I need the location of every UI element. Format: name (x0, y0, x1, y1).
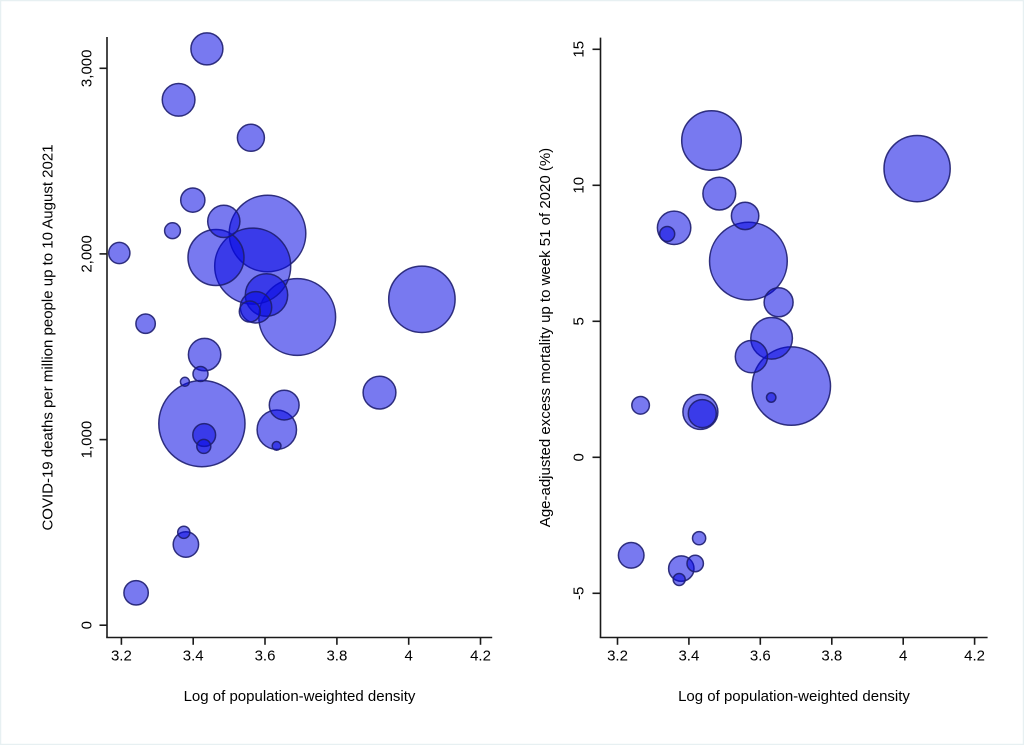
svg-text:Age-adjusted excess mortality: Age-adjusted excess mortality up to week… (537, 148, 554, 527)
svg-text:Log of population-weighted den: Log of population-weighted density (184, 688, 416, 705)
svg-text:COVID-19 deaths per million pe: COVID-19 deaths per million people up to… (39, 144, 56, 530)
svg-text:Log of population-weighted den: Log of population-weighted density (678, 688, 910, 705)
svg-text:3.8: 3.8 (326, 648, 347, 665)
svg-text:3.4: 3.4 (183, 648, 204, 665)
svg-text:1,000: 1,000 (78, 421, 95, 459)
svg-text:3.2: 3.2 (607, 648, 628, 665)
svg-text:2,000: 2,000 (78, 235, 95, 273)
svg-text:3,000: 3,000 (78, 50, 95, 88)
svg-text:3.6: 3.6 (255, 648, 276, 665)
svg-text:4: 4 (405, 648, 413, 665)
svg-text:4.2: 4.2 (470, 648, 491, 665)
svg-text:0: 0 (571, 453, 588, 461)
svg-text:4: 4 (899, 648, 907, 665)
svg-text:15: 15 (571, 41, 588, 58)
svg-text:0: 0 (78, 621, 95, 629)
svg-text:3.4: 3.4 (678, 648, 699, 665)
svg-text:3.8: 3.8 (821, 648, 842, 665)
svg-text:4.2: 4.2 (964, 648, 985, 665)
svg-text:5: 5 (571, 317, 588, 325)
svg-text:-5: -5 (571, 587, 588, 600)
svg-text:3.6: 3.6 (750, 648, 771, 665)
svg-text:10: 10 (571, 177, 588, 194)
svg-text:3.2: 3.2 (111, 648, 132, 665)
